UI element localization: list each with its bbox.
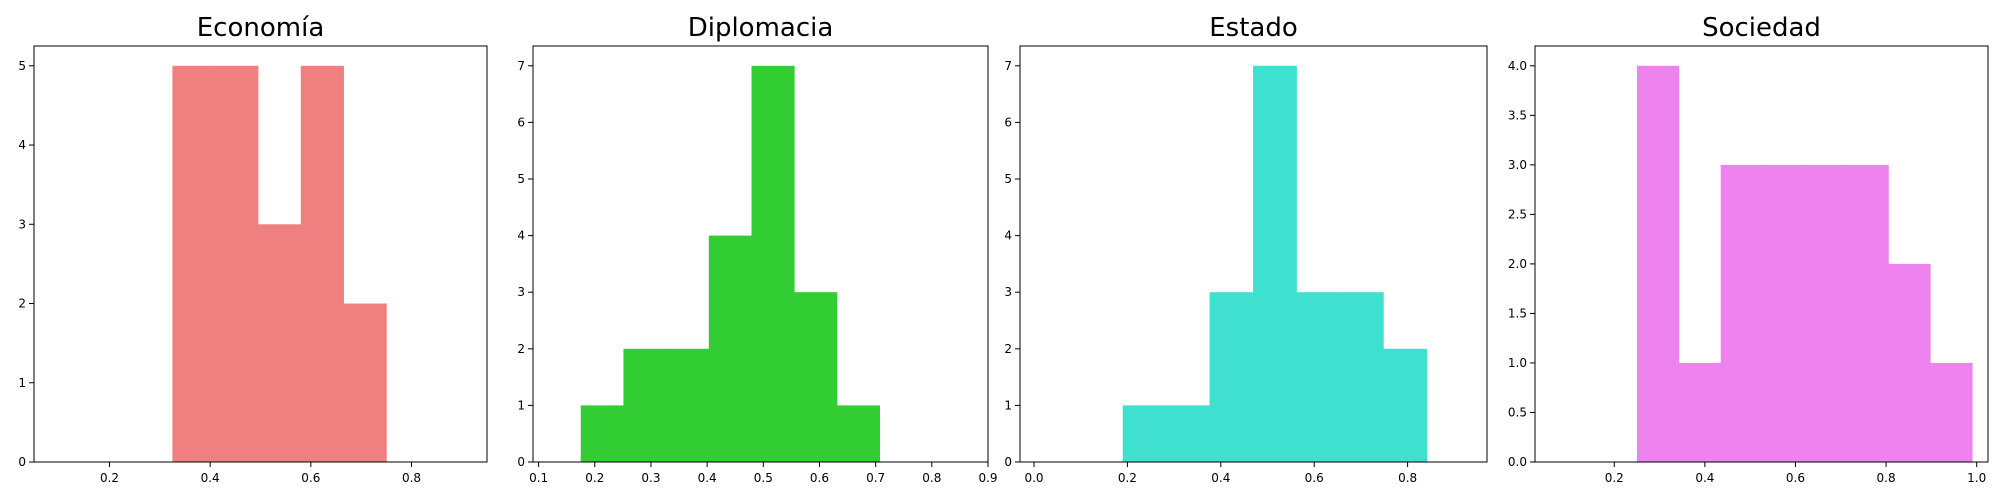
chart-title: Estado bbox=[1209, 13, 1298, 43]
histogram-bar-3 bbox=[666, 348, 710, 462]
histogram-bar-3 bbox=[257, 224, 302, 462]
y-tick-label: 0 bbox=[18, 455, 26, 469]
y-tick-label: 1.0 bbox=[1508, 356, 1527, 370]
x-tick-label: 0.2 bbox=[585, 471, 604, 485]
chart-title: Economía bbox=[197, 13, 325, 43]
y-tick-label: 3.5 bbox=[1508, 108, 1527, 122]
y-tick-label: 1 bbox=[18, 376, 26, 390]
histogram-bar-6 bbox=[794, 292, 838, 462]
y-tick-label: 0 bbox=[517, 455, 525, 469]
histogram-bar-7 bbox=[1888, 263, 1931, 462]
histogram-bar-6 bbox=[1339, 292, 1384, 462]
x-tick-label: 0.8 bbox=[922, 471, 941, 485]
y-tick-label: 2 bbox=[18, 297, 26, 311]
histogram-bar-4 bbox=[1253, 65, 1297, 462]
y-tick-label: 2.0 bbox=[1508, 257, 1527, 271]
histogram-bar-7 bbox=[1383, 348, 1428, 462]
histogram-bar-5 bbox=[343, 303, 387, 462]
chart-title: Diplomacia bbox=[688, 13, 834, 43]
y-tick-label: 2.5 bbox=[1508, 207, 1527, 221]
y-tick-label: 2 bbox=[1004, 342, 1012, 356]
y-tick-label: 5 bbox=[18, 59, 26, 73]
y-tick-label: 1.5 bbox=[1508, 306, 1527, 320]
subplot-3: 0.0 0.2 0.4 0.6 0.8 0 1 2 3 4 5 6 7 Estado bbox=[1004, 13, 1488, 485]
axes-frame bbox=[532, 45, 989, 463]
y-tick-label: 2 bbox=[517, 342, 525, 356]
histogram-bar-5 bbox=[751, 65, 795, 462]
x-tick-label: 0.6 bbox=[1786, 471, 1805, 485]
y-tick-label: 6 bbox=[517, 115, 525, 129]
x-tick-label: 1.0 bbox=[1967, 471, 1986, 485]
histogram-bar-5 bbox=[1804, 164, 1847, 463]
x-tick-label: 0.8 bbox=[402, 471, 421, 485]
y-tick-label: 0.0 bbox=[1508, 455, 1527, 469]
histogram-bar-4 bbox=[1762, 164, 1805, 463]
histogram-bar-2 bbox=[1166, 405, 1210, 462]
y-tick-label: 4 bbox=[18, 138, 26, 152]
histogram-bar-3 bbox=[1720, 164, 1764, 463]
y-tick-label: 0 bbox=[1004, 455, 1012, 469]
chart-title: Sociedad bbox=[1702, 13, 1821, 43]
histogram-bar-1 bbox=[1122, 405, 1167, 462]
x-tick-label: 0.8 bbox=[1877, 471, 1896, 485]
y-tick-label: 6 bbox=[1004, 115, 1012, 129]
x-tick-label: 0.7 bbox=[866, 471, 885, 485]
x-tick-label: 0.4 bbox=[1211, 471, 1230, 485]
x-tick-label: 0.2 bbox=[100, 471, 119, 485]
histogram-bar-1 bbox=[172, 65, 216, 462]
x-tick-label: 0.2 bbox=[1118, 471, 1137, 485]
axes-frame bbox=[1534, 45, 1989, 463]
histogram-bar-1 bbox=[1636, 65, 1680, 462]
y-tick-label: 3 bbox=[517, 285, 525, 299]
histogram-bar-8 bbox=[1930, 362, 1973, 462]
y-tick-label: 5 bbox=[1004, 172, 1012, 186]
histogram-bar-4 bbox=[708, 235, 752, 462]
histogram-bar-2 bbox=[1678, 362, 1722, 462]
y-tick-label: 3 bbox=[18, 217, 26, 231]
x-tick-label: 0.6 bbox=[1305, 471, 1324, 485]
x-tick-label: 0.4 bbox=[698, 471, 717, 485]
x-tick-label: 0.6 bbox=[301, 471, 320, 485]
y-tick-label: 5 bbox=[517, 172, 525, 186]
histogram-bar-3 bbox=[1209, 292, 1254, 462]
histogram-bar-2 bbox=[215, 65, 259, 462]
x-tick-label: 0.0 bbox=[1024, 471, 1043, 485]
subplot-4: 0.2 0.4 0.6 0.8 1.0 0.0 0.5 1.0 1.5 2.0 2.5 3.0 3.5 4… bbox=[1508, 13, 1989, 485]
x-tick-label: 0.1 bbox=[529, 471, 548, 485]
y-tick-label: 4 bbox=[517, 229, 525, 243]
x-tick-label: 0.4 bbox=[201, 471, 220, 485]
y-tick-label: 1 bbox=[517, 398, 525, 412]
subplot-1: 0.2 0.4 0.6 0.8 0 1 2 3 4 5 Economía bbox=[18, 13, 488, 485]
histogram-bar-4 bbox=[300, 65, 344, 462]
y-tick-label: 4.0 bbox=[1508, 59, 1527, 73]
x-tick-label: 0.2 bbox=[1605, 471, 1624, 485]
x-tick-label: 0.6 bbox=[810, 471, 829, 485]
histogram-bar-5 bbox=[1296, 292, 1341, 462]
x-tick-label: 0.3 bbox=[641, 471, 660, 485]
x-tick-label: 0.8 bbox=[1398, 471, 1417, 485]
x-tick-label: 0.4 bbox=[1695, 471, 1714, 485]
axes-frame bbox=[1019, 45, 1488, 463]
histogram-bar-1 bbox=[580, 405, 624, 462]
y-tick-label: 1 bbox=[1004, 398, 1012, 412]
y-tick-label: 7 bbox=[517, 59, 525, 73]
axes-frame bbox=[33, 45, 488, 463]
subplot-2: 0.1 0.2 0.3 0.4 0.5 0.6 0.7 0.8 0.9 0 1 2 3 4 5 6 7 Diplo… bbox=[517, 13, 997, 485]
y-tick-label: 3.0 bbox=[1508, 158, 1527, 172]
histogram-bar-6 bbox=[1846, 164, 1889, 463]
y-tick-label: 0.5 bbox=[1508, 405, 1527, 419]
y-tick-label: 3 bbox=[1004, 285, 1012, 299]
y-tick-label: 7 bbox=[1004, 59, 1012, 73]
y-tick-label: 4 bbox=[1004, 229, 1012, 243]
x-tick-label: 0.9 bbox=[978, 471, 997, 485]
histogram-bar-2 bbox=[623, 348, 667, 462]
x-tick-label: 0.5 bbox=[754, 471, 773, 485]
histogram-bar-7 bbox=[836, 405, 880, 462]
